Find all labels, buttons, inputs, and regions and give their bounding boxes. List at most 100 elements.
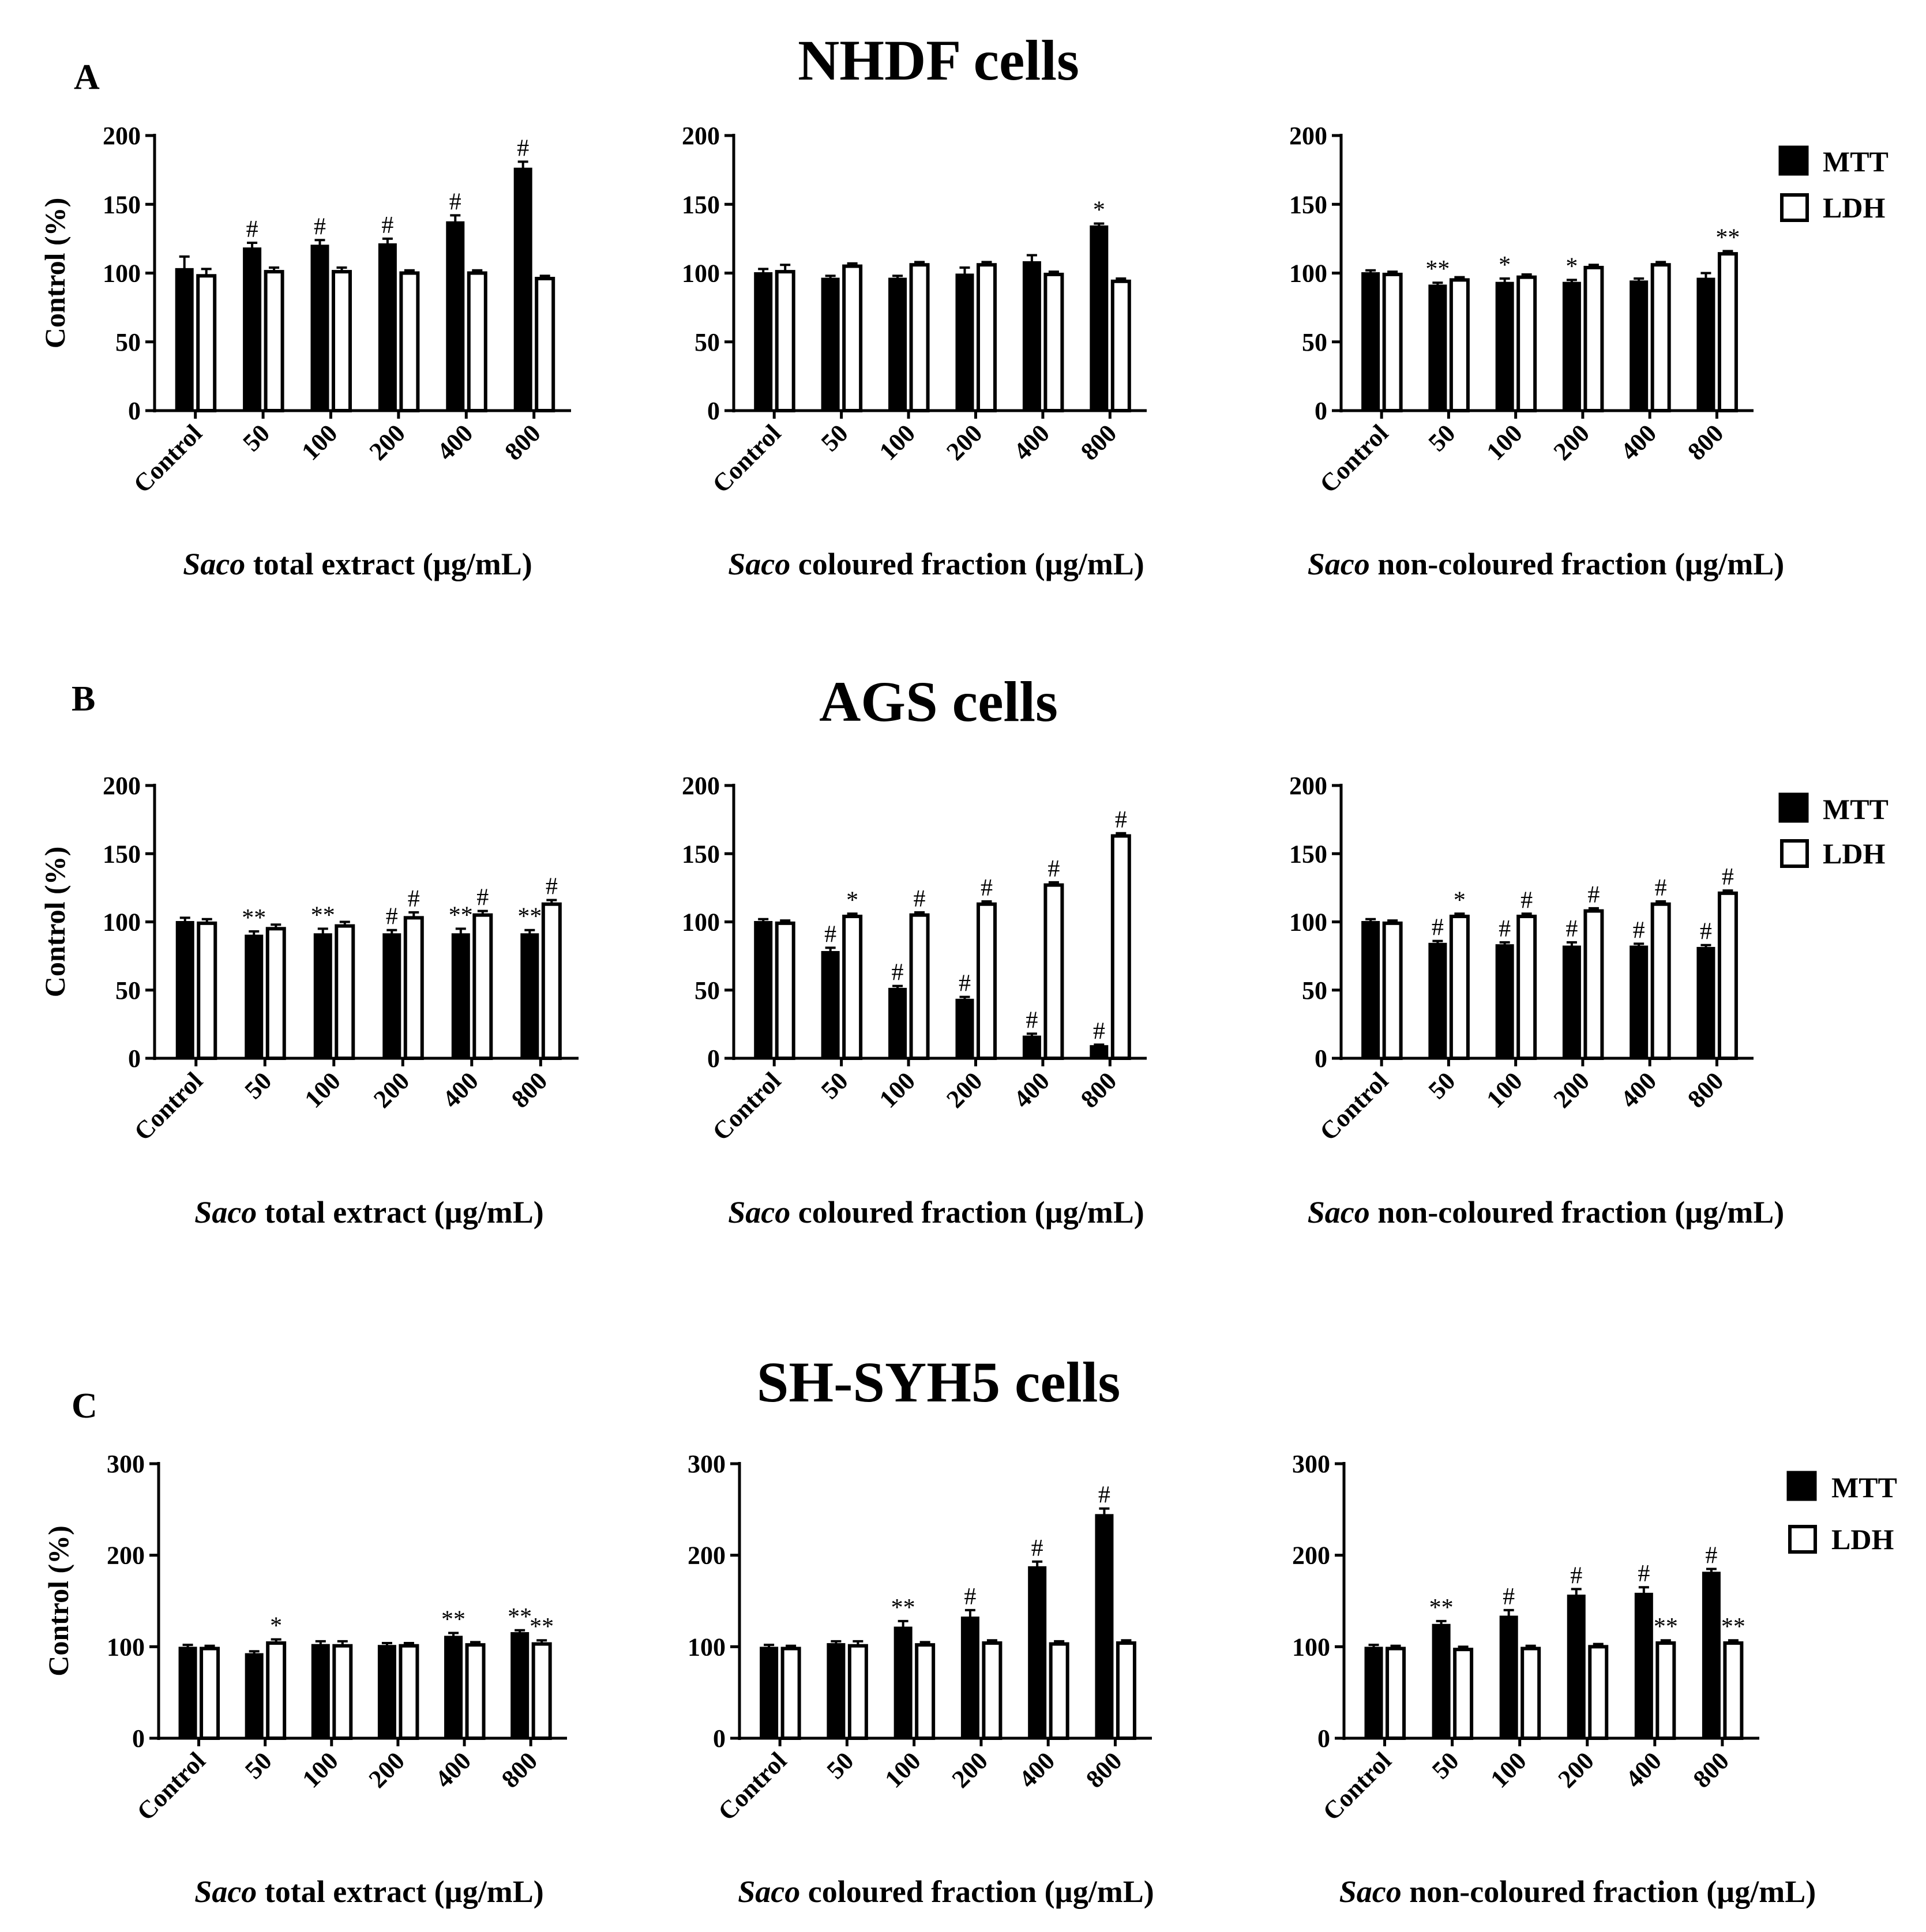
ldh-bar xyxy=(780,1647,801,1740)
mtt-bar xyxy=(1022,1035,1041,1059)
ldh-bar xyxy=(1382,272,1403,413)
ldh-bar xyxy=(842,264,863,413)
significance-marker: * xyxy=(1093,197,1105,224)
ldh-bar xyxy=(1449,915,1470,1061)
y-tick-label: 0 xyxy=(128,397,141,425)
x-axis-label-text: total extract (µg/mL) xyxy=(245,547,532,581)
y-tick-label: 200 xyxy=(688,1542,726,1570)
x-axis-label: Saco coloured fraction (µg/mL) xyxy=(728,547,1144,581)
y-tick-label: 50 xyxy=(1302,976,1327,1005)
ldh-bar xyxy=(1650,902,1671,1060)
mtt-bar xyxy=(175,921,194,1059)
y-tick-label: 150 xyxy=(103,840,141,868)
ldh-bar xyxy=(197,921,217,1060)
ldh-bar xyxy=(1583,909,1604,1060)
ldh-bar xyxy=(264,270,284,412)
significance-marker: # xyxy=(1026,1007,1038,1033)
x-axis-label-text: coloured fraction (µg/mL) xyxy=(800,1874,1154,1909)
mtt-bar xyxy=(1022,261,1041,412)
y-tick-label: 100 xyxy=(1289,260,1327,288)
significance-marker: # xyxy=(1503,1584,1515,1610)
significance-marker: ** xyxy=(508,1604,532,1630)
y-tick-label: 200 xyxy=(682,772,720,800)
mtt-bar xyxy=(1696,946,1715,1059)
x-axis-label-text: total extract (µg/mL) xyxy=(257,1195,543,1230)
mtt-bar xyxy=(1562,281,1581,412)
significance-marker: # xyxy=(824,921,836,948)
ldh-bar xyxy=(467,271,487,412)
mtt-bar xyxy=(1028,1566,1047,1739)
mtt-bar xyxy=(760,1647,779,1739)
panel-letter-c: C xyxy=(72,1386,97,1426)
y-tick-label: 150 xyxy=(1289,190,1327,219)
ldh-bar xyxy=(399,271,420,412)
legend-ldh-swatch-c xyxy=(1788,1525,1817,1554)
y-tick-label: 100 xyxy=(1292,1633,1330,1661)
ldh-bar xyxy=(1520,1647,1541,1740)
mtt-bar xyxy=(513,167,532,412)
significance-marker: # xyxy=(314,213,326,240)
ldh-bar xyxy=(1650,263,1671,412)
x-axis-label-italic: Saco xyxy=(1308,547,1370,581)
significance-marker: # xyxy=(381,212,393,239)
significance-marker: # xyxy=(964,1584,976,1610)
ldh-bar xyxy=(1717,891,1738,1060)
ldh-bar xyxy=(531,1642,552,1740)
mtt-bar xyxy=(893,1626,913,1739)
y-tick-label: 200 xyxy=(682,122,720,150)
legend-ldh-swatch-a xyxy=(1780,193,1809,222)
mtt-bar xyxy=(1090,1045,1109,1059)
significance-marker: # xyxy=(1093,1018,1105,1044)
ldh-bar xyxy=(1516,915,1537,1061)
ldh-bar xyxy=(1655,1641,1676,1740)
x-axis-label: Saco non-coloured fraction (µg/mL) xyxy=(1339,1874,1816,1909)
mtt-bar xyxy=(1562,945,1581,1059)
significance-marker: # xyxy=(1432,915,1444,941)
y-tick-label: 0 xyxy=(132,1724,145,1753)
row-title-c: SH-SYH5 cells xyxy=(757,1350,1121,1414)
y-tick-label: 100 xyxy=(107,1633,145,1661)
mtt-bar xyxy=(1696,277,1715,412)
legend-ldh-label-b: LDH xyxy=(1823,837,1885,870)
mtt-bar xyxy=(821,951,840,1059)
ldh-bar xyxy=(465,1643,486,1740)
x-axis-label-italic: Saco xyxy=(1339,1874,1402,1909)
mtt-bar xyxy=(955,273,974,412)
significance-marker: * xyxy=(270,1613,282,1640)
ldh-bar xyxy=(266,1641,287,1740)
significance-marker: # xyxy=(246,216,258,243)
significance-marker: # xyxy=(1700,919,1712,945)
legend-mtt-swatch-c xyxy=(1786,1471,1817,1501)
y-tick-label: 0 xyxy=(1315,397,1327,425)
significance-marker: # xyxy=(1722,864,1734,890)
x-axis-label-italic: Saco xyxy=(194,1195,257,1230)
mtt-bar xyxy=(1361,921,1380,1059)
ldh-bar xyxy=(1516,275,1537,412)
ldh-bar xyxy=(403,916,424,1061)
ldh-bar xyxy=(847,1644,868,1740)
y-tick-label: 150 xyxy=(1289,840,1327,868)
y-tick-label: 50 xyxy=(1302,328,1327,356)
significance-marker: # xyxy=(517,135,529,161)
x-axis-label-italic: Saco xyxy=(728,547,790,581)
legend-ldh-swatch-b xyxy=(1780,839,1809,868)
x-axis-label-text: non-coloured fraction (µg/mL) xyxy=(1402,1874,1816,1909)
mtt-bar xyxy=(377,1645,396,1739)
mtt-bar xyxy=(1495,281,1514,412)
ldh-bar xyxy=(1382,921,1403,1060)
ldh-bar xyxy=(1043,883,1064,1061)
mtt-bar xyxy=(754,272,773,412)
y-axis-label: Control (%) xyxy=(39,198,71,349)
y-tick-label: 0 xyxy=(707,397,720,425)
mtt-bar xyxy=(1364,1647,1383,1739)
ldh-bar xyxy=(335,924,355,1060)
y-tick-label: 200 xyxy=(107,1542,145,1570)
ldh-bar xyxy=(775,270,795,412)
legend-mtt-label-b: MTT xyxy=(1823,793,1889,825)
mtt-bar xyxy=(245,1653,264,1739)
significance-marker: # xyxy=(892,960,904,986)
legend-b: MTT LDH xyxy=(1778,792,1889,870)
y-tick-label: 100 xyxy=(1289,908,1327,937)
significance-marker: # xyxy=(1655,875,1667,901)
